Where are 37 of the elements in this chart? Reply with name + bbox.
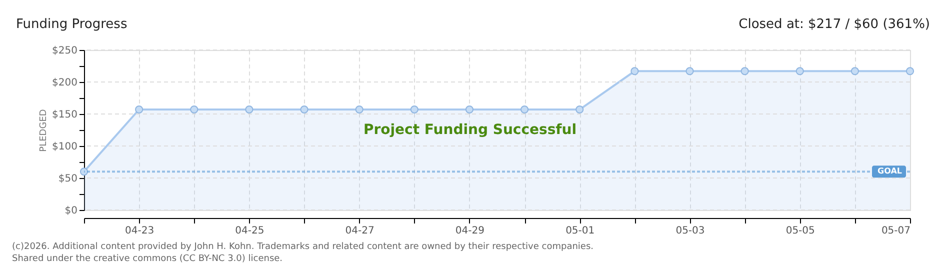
x-tick-label: 04-27	[345, 226, 374, 236]
x-tick-label: 05-03	[676, 226, 705, 236]
point	[520, 105, 529, 114]
y-tick-label: $100	[52, 142, 78, 152]
chart-subtitle: Closed at: $217 / $60 (361%)	[738, 17, 930, 32]
point	[686, 67, 694, 76]
x-tick-label: 04-25	[235, 226, 264, 236]
point	[630, 67, 639, 76]
y-tick-label: $150	[52, 110, 78, 120]
x-tick-label: 05-07	[881, 226, 910, 236]
point	[465, 105, 474, 114]
point	[796, 67, 804, 76]
point	[410, 105, 418, 114]
text: (c)2026. Additional content provided by John H. Kohn. Trademarks and related content are owned by their respective companies.	[12, 242, 594, 252]
y-tick-label: $250	[52, 46, 78, 56]
point	[740, 67, 749, 76]
point	[850, 67, 859, 76]
x-tick-label: 05-05	[786, 226, 815, 236]
point	[80, 168, 88, 176]
y-tick-label: $200	[52, 78, 78, 88]
point	[190, 105, 198, 114]
annotation: Project Funding Successful	[363, 122, 577, 138]
x-tick-label: 05-01	[566, 226, 595, 236]
x-tick-label: 04-23	[125, 226, 154, 236]
x-tick-label: 04-29	[455, 226, 484, 236]
y-axis-title: PLEDGED	[39, 109, 50, 152]
chart-title: Funding Progress	[16, 17, 128, 32]
text: Shared under the creative commons (CC BY-NC 3.0) license.	[12, 254, 283, 264]
point	[245, 105, 254, 114]
point	[355, 105, 364, 114]
ref-line-label: GOAL	[878, 166, 902, 176]
point	[135, 105, 144, 114]
point	[300, 105, 308, 114]
point	[576, 105, 584, 114]
y-tick-label: $0	[64, 206, 78, 216]
y-tick-label: $50	[58, 174, 78, 184]
point	[906, 67, 914, 76]
